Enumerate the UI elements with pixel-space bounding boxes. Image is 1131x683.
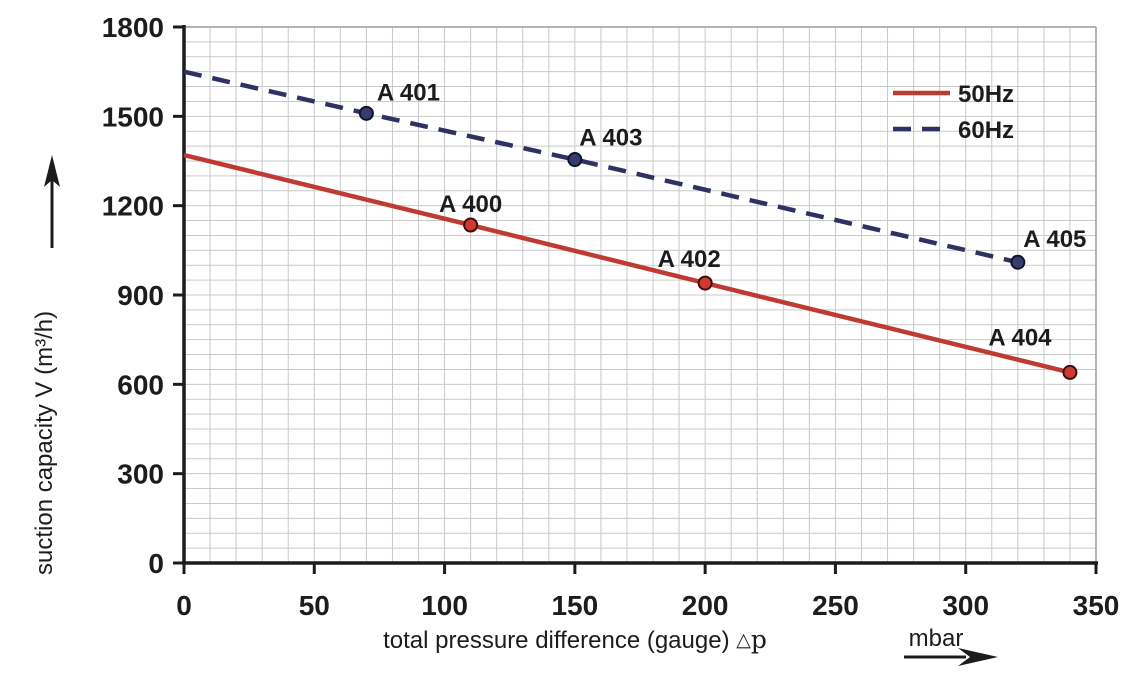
y-tick-label: 300 <box>117 459 164 490</box>
axes <box>182 25 1098 565</box>
data-point <box>1062 364 1078 380</box>
y-axis-arrow-head <box>44 155 60 187</box>
series-50hz: A 400 A 402 A 404 <box>183 152 1078 380</box>
data-point <box>697 275 713 291</box>
y-axis-title-group: suction capacity V (m³/h) <box>31 155 60 575</box>
series-line-60hz <box>183 69 1019 265</box>
data-point <box>567 152 583 168</box>
y-tick-label: 600 <box>117 369 164 400</box>
data-point <box>463 217 479 233</box>
y-tick-label: 0 <box>148 548 164 579</box>
point-label: A 403 <box>579 125 642 152</box>
x-tick-label: 100 <box>421 590 468 621</box>
x-axis-title: total pressure difference (gauge) △p <box>383 625 767 654</box>
point-label: A 400 <box>439 191 502 218</box>
x-tick-label: 50 <box>299 590 330 621</box>
y-tick-label: 1800 <box>102 12 164 43</box>
y-tick-label: 900 <box>117 280 164 311</box>
x-tick-label: 0 <box>176 590 192 621</box>
x-axis-title-group: total pressure difference (gauge) △p <box>383 625 767 654</box>
x-unit-group: mbar <box>904 625 998 666</box>
series-60hz: A 401 A 403 A 405 <box>183 69 1086 270</box>
x-unit-arrow-head <box>958 648 998 666</box>
point-label: A 402 <box>658 246 721 273</box>
y-tick-label: 1500 <box>102 101 164 132</box>
x-unit-label: mbar <box>909 625 964 652</box>
point-label: A 401 <box>377 79 440 106</box>
grid-lines <box>184 26 1097 563</box>
x-tick-label: 200 <box>682 590 729 621</box>
legend-label: 60Hz <box>958 117 1014 144</box>
legend-label: 50Hz <box>958 81 1014 108</box>
x-tick-label: 300 <box>942 590 989 621</box>
point-label: A 405 <box>1023 226 1086 253</box>
x-tick-label: 250 <box>812 590 859 621</box>
legend: 50Hz 60Hz <box>893 81 1014 144</box>
data-point <box>1010 254 1026 270</box>
x-tick-label: 150 <box>551 590 598 621</box>
y-tick-label: 1200 <box>102 191 164 222</box>
series-line-50hz <box>183 152 1071 375</box>
data-point <box>358 105 374 121</box>
y-axis-title: suction capacity V (m³/h) <box>31 311 58 575</box>
x-tick-label: 350 <box>1073 590 1120 621</box>
point-label: A 404 <box>988 324 1052 351</box>
tick-marks: 0 50 100 150 200 250 300 350 0 300 600 900 1200 1500 1… <box>102 12 1120 621</box>
plot-frame <box>184 26 1097 563</box>
